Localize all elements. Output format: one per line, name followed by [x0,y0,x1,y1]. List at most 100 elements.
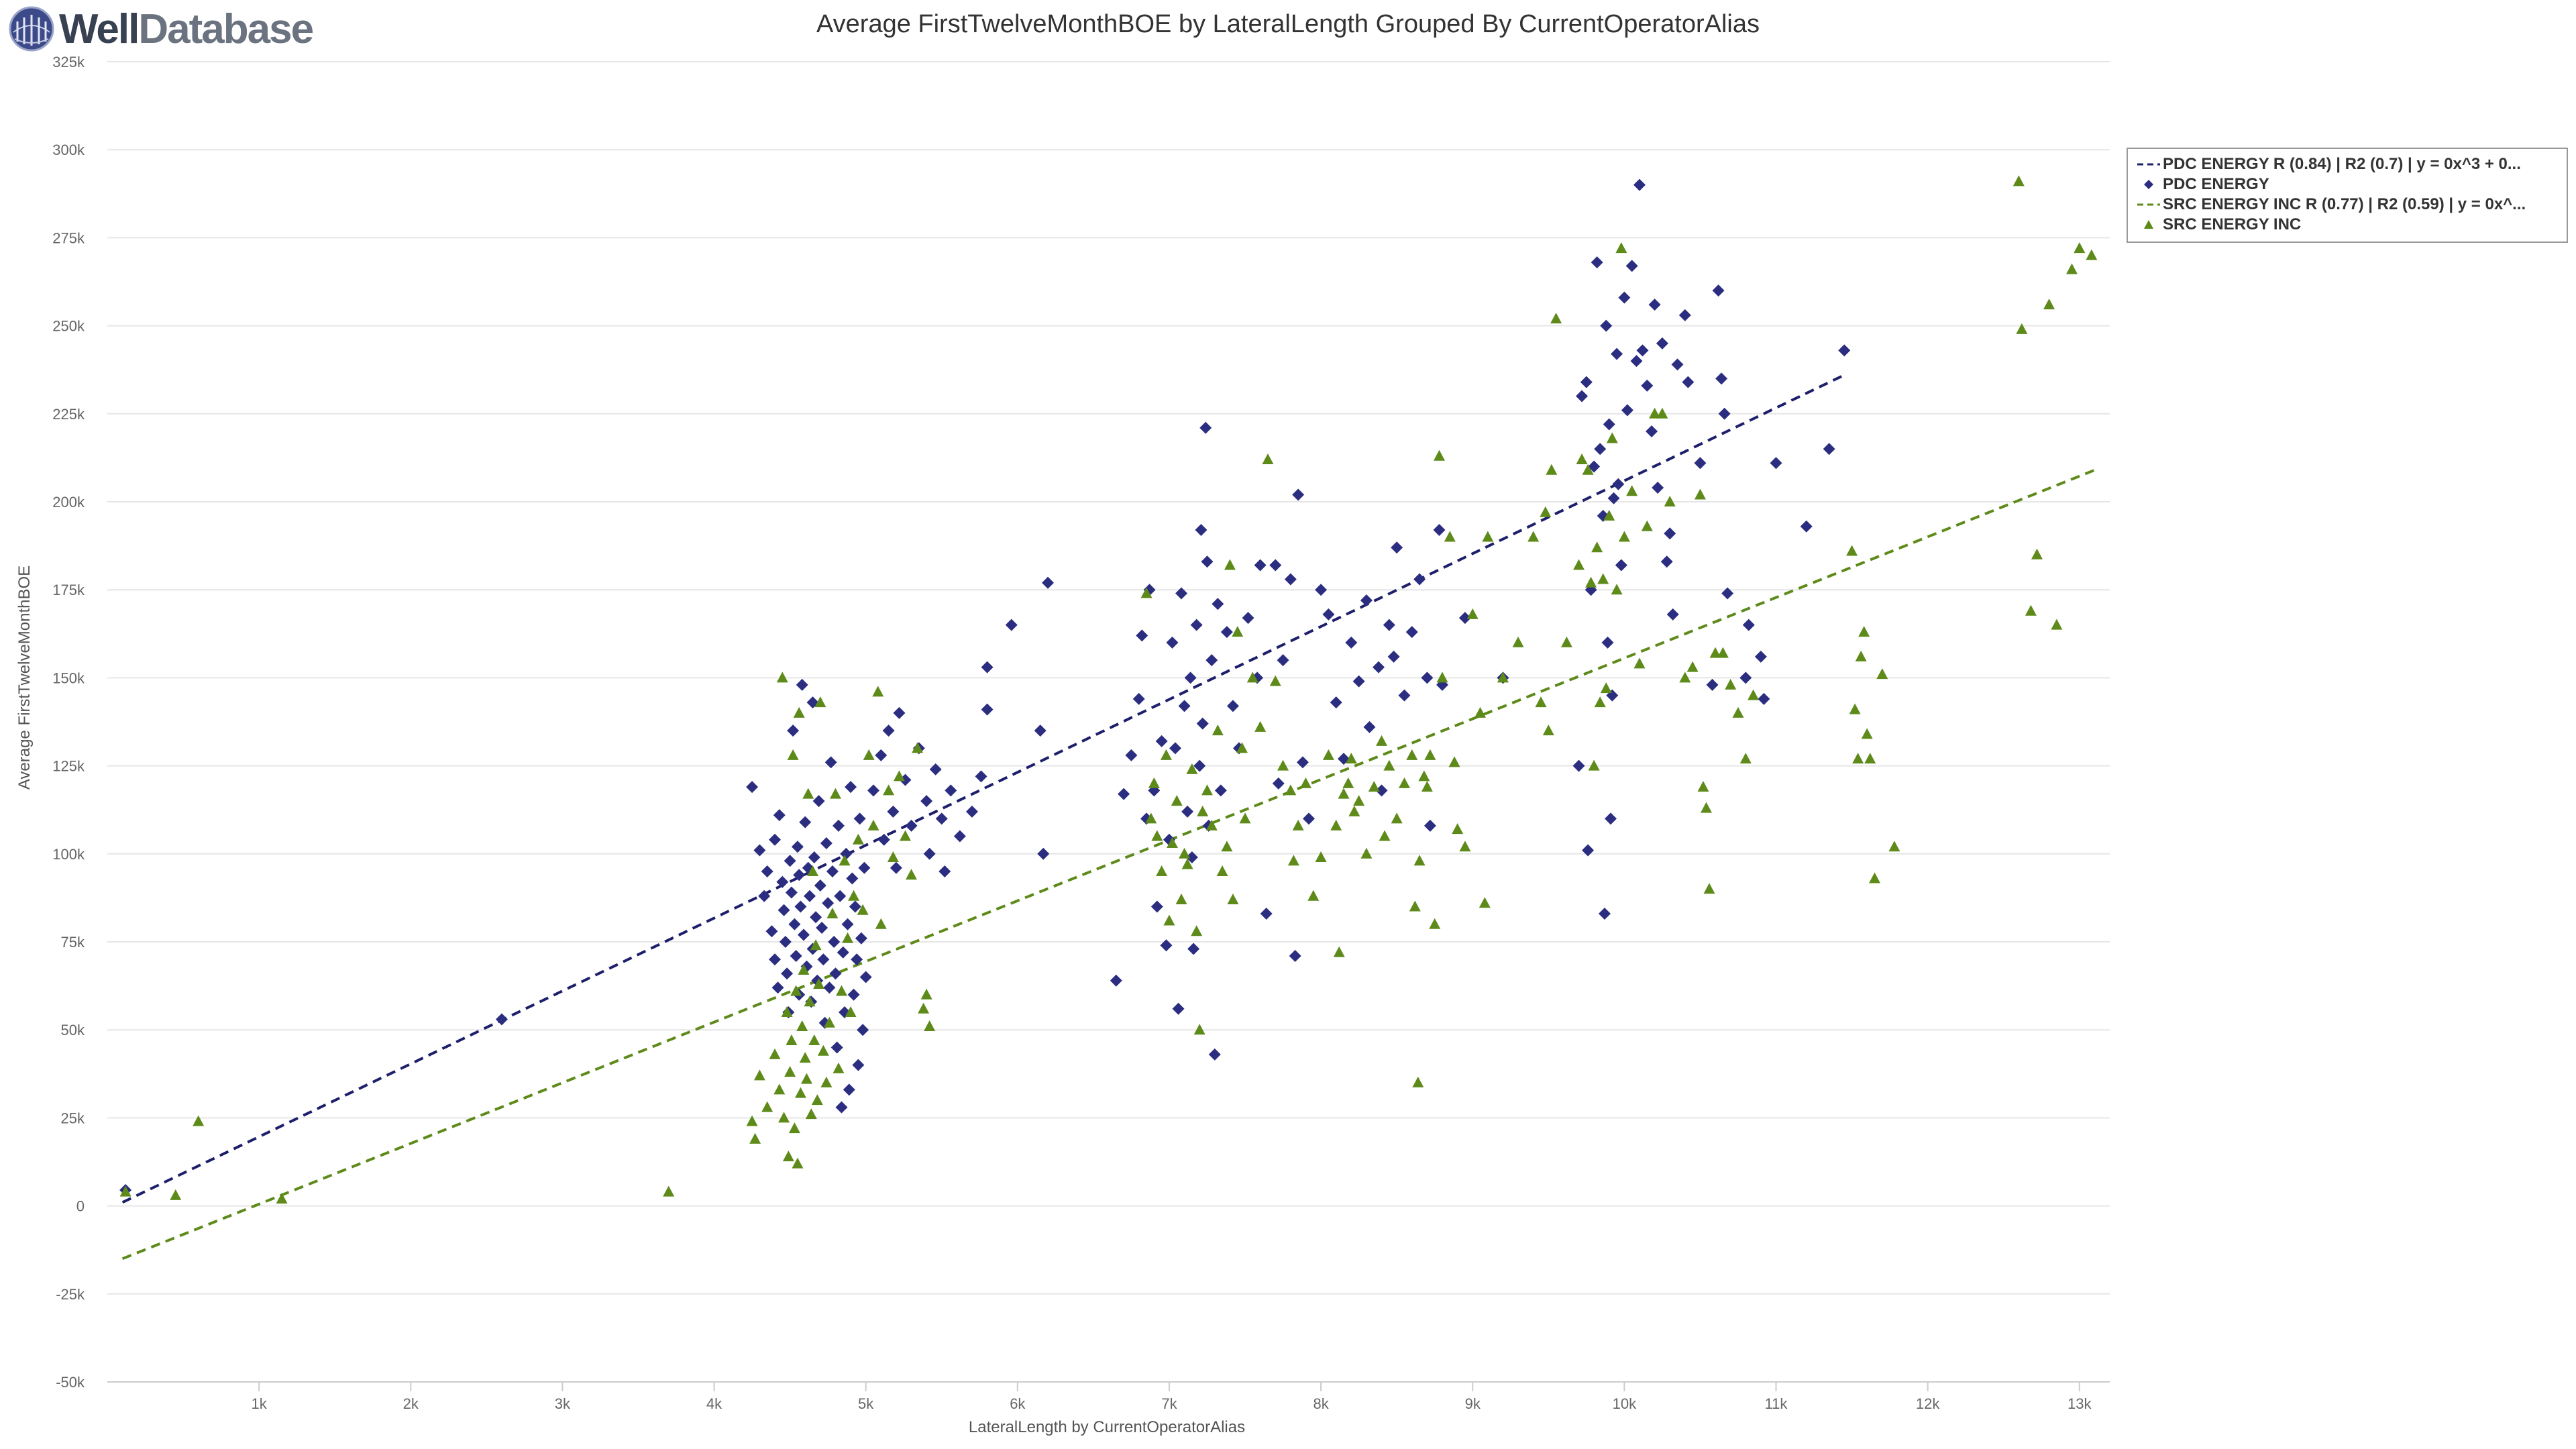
data-point-triangle [1452,823,1464,835]
trendlines [121,374,2096,1260]
data-point-diamond [1201,555,1214,568]
data-point-diamond [1600,319,1613,332]
data-point-diamond [1199,421,1212,434]
data-point-diamond [495,1013,508,1026]
data-point-diamond [816,922,828,934]
data-point-triangle [792,1157,804,1169]
data-point-triangle [1246,672,1258,683]
legend-item-pdc-trend[interactable]: PDC ENERGY R (0.84) | R2 (0.7) | y = 0x^… [2135,154,2560,174]
data-point-diamond [1648,299,1661,311]
data-point-diamond [788,918,801,930]
data-point-diamond [1172,1002,1185,1015]
dashed-line-icon [2137,163,2160,166]
data-point-diamond [1630,355,1643,368]
data-point-triangle [2065,263,2078,274]
data-point-diamond [791,841,804,853]
y-axis-label: Average FirstTwelveMonthBOE [15,566,34,790]
data-point-triangle [1600,682,1612,694]
x-tick-label: 11k [1765,1395,1788,1412]
data-point-diamond [1277,654,1289,667]
data-point-triangle [1292,819,1304,830]
x-tick-label: 2k [403,1395,419,1412]
data-point-diamond [784,855,796,867]
data-point-diamond [829,967,842,980]
data-point-diamond [834,890,847,902]
data-point-diamond [1330,696,1342,709]
data-point-triangle [2086,249,2098,260]
data-point-triangle [829,788,841,799]
data-point-diamond [822,897,835,910]
chart-legend: PDC ENERGY R (0.84) | R2 (0.7) | y = 0x^… [2127,148,2568,243]
data-point-triangle [1148,777,1160,788]
data-point-diamond [1664,527,1676,540]
data-point-diamond [832,819,845,832]
data-point-triangle [1307,890,1320,901]
data-point-triangle [887,851,899,863]
data-point-triangle [773,1083,786,1095]
data-point-diamond [814,879,826,892]
data-point-triangle [1224,559,1236,570]
data-point-diamond [1037,847,1050,860]
data-point-diamond [1652,482,1664,494]
data-point-diamond [965,805,978,818]
data-point-triangle [1166,837,1178,849]
data-point-triangle [761,1101,773,1112]
data-point-triangle [1287,855,1299,866]
data-point-triangle [1474,706,1487,718]
data-point-triangle [1424,749,1436,760]
legend-item-src-trend[interactable]: SRC ENERGY INC R (0.77) | R2 (0.59) | y … [2135,195,2560,215]
data-point-triangle [1588,759,1600,771]
data-point-diamond [1220,626,1233,639]
data-point-diamond [1187,943,1200,955]
data-point-diamond [1666,608,1679,621]
data-point-diamond [761,865,773,878]
data-point-diamond [920,795,933,808]
data-point-triangle [784,1066,796,1077]
data-point-triangle [1269,675,1281,686]
data-point-triangle [833,1062,845,1073]
data-point-diamond [858,861,871,874]
y-axis-ticks: -50k -25k 0 25k 50k 75k 100k 125k 150k 175k 200k 22… [52,54,85,1391]
data-point-triangle [1679,672,1691,683]
data-point-diamond [1603,418,1615,431]
data-point-triangle [1542,724,1554,736]
data-point-diamond [1611,347,1623,360]
data-point-diamond [771,981,784,994]
data-point-diamond [1160,939,1173,952]
data-point-triangle [1656,407,1668,419]
data-point-triangle [1342,777,1354,788]
data-point-triangle [802,788,814,799]
data-point-diamond [1150,900,1163,913]
globe-logo-icon [9,6,54,52]
data-point-triangle [852,833,864,845]
data-point-triangle [1597,573,1609,584]
legend-item-pdc[interactable]: PDC ENERGY [2135,174,2560,195]
data-point-triangle [807,865,819,877]
data-point-diamond [1633,178,1646,191]
data-point-diamond [847,988,860,1001]
data-point-diamond [1636,344,1649,357]
data-point-diamond [853,812,866,825]
data-point-triangle [796,1020,808,1031]
legend-item-src[interactable]: SRC ENERGY INC [2135,215,2560,235]
series-group [119,175,2098,1204]
data-point-triangle [1868,872,1880,883]
data-point-diamond [1588,460,1601,473]
data-point-diamond [875,749,888,761]
data-point-triangle [799,1052,811,1063]
data-point-diamond [981,703,994,716]
data-point-diamond [837,946,849,959]
data-point-triangle [1594,696,1606,708]
y-tick-label: 225k [52,406,85,423]
data-point-diamond [1175,587,1188,600]
data-point-diamond [1458,612,1471,625]
y-tick-label: -25k [56,1286,85,1303]
data-point-triangle [1254,720,1267,732]
data-point-triangle [1641,520,1653,531]
trendline [121,374,1845,1204]
data-point-triangle [845,1006,857,1017]
data-point-diamond [746,781,759,794]
y-tick-label: 25k [61,1110,85,1126]
data-point-diamond [785,886,798,899]
